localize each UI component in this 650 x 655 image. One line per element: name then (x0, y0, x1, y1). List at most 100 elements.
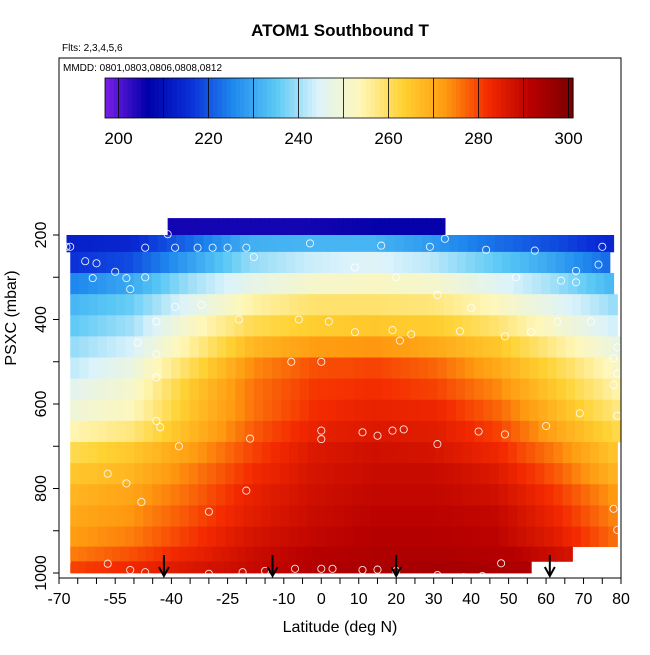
heat-cell (483, 420, 494, 443)
colorbar-tick-label: 300 (554, 129, 582, 148)
heat-cell (599, 294, 609, 316)
heat-cell (243, 315, 254, 337)
heat-cell (189, 336, 200, 358)
colorbar-swatch (222, 78, 228, 118)
heat-cell (389, 294, 400, 316)
heat-cell (253, 399, 264, 422)
heat-cell (388, 546, 398, 562)
heat-cell (354, 336, 365, 358)
heat-cell (363, 399, 374, 422)
heat-cell (400, 378, 411, 401)
heat-cell (334, 484, 345, 506)
sample-point (234, 315, 243, 324)
heat-cell (79, 294, 90, 316)
heat-cell (513, 546, 523, 562)
heat-cell (161, 505, 172, 527)
heat-cell (197, 505, 208, 527)
heat-cell (244, 420, 255, 443)
heat-cell (88, 378, 99, 401)
heat-cell (97, 442, 108, 464)
heat-cell (391, 420, 402, 443)
heat-cell (307, 294, 317, 316)
heat-cell (416, 442, 427, 464)
heat-cell (189, 399, 200, 422)
heat-cell (389, 526, 400, 547)
heat-cell (270, 463, 281, 485)
heat-cell (124, 463, 135, 485)
heat-cell (434, 463, 445, 485)
heat-cell (580, 442, 591, 464)
heat-cell (549, 235, 560, 253)
heat-cell (593, 357, 604, 380)
chart-title: ATOM1 Southbound T (251, 21, 429, 40)
colorbar-swatch (366, 78, 372, 118)
heat-cell (286, 251, 296, 274)
heat-cell (373, 420, 383, 443)
heat-cell (480, 546, 490, 562)
heat-cell (501, 336, 512, 358)
heat-cell (193, 561, 202, 574)
heat-cell (434, 526, 445, 547)
heat-cell (188, 484, 199, 506)
heat-cell (320, 218, 326, 236)
heat-cell (299, 399, 310, 422)
colorbar-swatch (213, 78, 219, 118)
heat-cell (385, 235, 396, 253)
sample-point (317, 426, 326, 435)
heat-cell (538, 546, 548, 562)
heat-cell (243, 463, 254, 485)
heat-cell (272, 420, 282, 443)
heat-cell (198, 336, 209, 358)
heat-cell (261, 526, 272, 547)
colorbar-swatch (352, 78, 358, 118)
heat-cell (354, 399, 365, 422)
heat-cell (538, 399, 549, 422)
heat-cell (611, 357, 622, 380)
heat-cell (462, 505, 472, 527)
heat-cell (316, 442, 327, 464)
sample-point (542, 421, 551, 431)
heat-cell (343, 442, 354, 464)
heat-cell (227, 218, 233, 236)
heat-cell (314, 273, 325, 295)
heat-cell (419, 420, 429, 443)
colorbar-swatch (127, 78, 133, 118)
heat-cell (469, 561, 478, 574)
heat-cell (267, 235, 277, 253)
heat-cell (352, 218, 358, 236)
heat-cell (496, 546, 506, 562)
heat-cell (307, 484, 317, 506)
heat-cell (325, 526, 336, 547)
heat-cell (492, 399, 503, 422)
heat-cell (435, 218, 441, 236)
arrow-head (158, 566, 170, 579)
heat-cell (444, 315, 454, 337)
heat-cell (307, 505, 317, 527)
heat-cell (571, 505, 582, 527)
heat-cell (354, 546, 364, 562)
heat-cell (480, 294, 491, 316)
heat-cell (567, 235, 578, 253)
heat-cell (526, 294, 536, 316)
heat-cell (188, 526, 199, 547)
heat-cell (526, 505, 536, 527)
colorbar-swatch (406, 78, 412, 118)
heat-cell (134, 526, 144, 547)
colorbar-swatch (388, 78, 394, 118)
heat-cell (535, 315, 545, 337)
heat-cell (349, 235, 359, 253)
heat-cell (161, 442, 172, 464)
heat-cell (289, 315, 299, 337)
heat-cell (343, 463, 354, 485)
heat-cell (143, 463, 153, 485)
heat-cell (409, 357, 420, 380)
heat-cell (396, 273, 406, 295)
heat-cell (279, 294, 290, 316)
heat-cell (462, 315, 472, 337)
heat-cell (507, 484, 518, 506)
colorbar-swatch (177, 78, 183, 118)
colorbar-swatch (528, 78, 534, 118)
colorbar-swatch (339, 78, 345, 118)
heat-cell (510, 399, 521, 422)
